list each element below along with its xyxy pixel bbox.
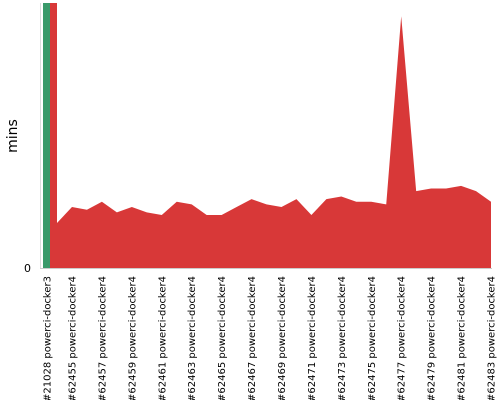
- x-tick-label-4: #62461 powerci-docker4: [157, 276, 168, 400]
- bar-green-build-0: [43, 3, 50, 268]
- y-ticks: 0: [24, 262, 31, 275]
- area-series-red: [57, 16, 491, 268]
- x-tick-label-1: #62455 powerci-docker4: [67, 276, 78, 400]
- x-tick-label-12: #62477 powerci-docker4: [397, 276, 408, 400]
- x-tick-label-3: #62459 powerci-docker4: [127, 276, 138, 400]
- x-tick-label-5: #62463 powerci-docker4: [187, 276, 198, 400]
- x-tick-label-10: #62473 powerci-docker4: [337, 276, 348, 400]
- x-tick-label-7: #62467 powerci-docker4: [247, 276, 258, 400]
- y-tick-label-0: 0: [24, 262, 31, 275]
- series-layer: [43, 3, 491, 268]
- x-tick-label-13: #62479 powerci-docker4: [427, 276, 438, 400]
- x-tick-label-8: #62469 powerci-docker4: [277, 276, 288, 400]
- x-tick-label-15: #62483 powerci-docker4: [487, 276, 498, 400]
- x-ticks: #21028 powerci-docker3 #62455 powerci-doc…: [43, 276, 498, 400]
- bar-red-build-0: [50, 3, 57, 268]
- x-tick-label-0: #21028 powerci-docker3: [43, 276, 54, 400]
- x-tick-label-6: #62465 powerci-docker4: [217, 276, 228, 400]
- y-axis-label: mins: [5, 119, 21, 153]
- x-tick-label-9: #62471 powerci-docker4: [307, 276, 318, 400]
- x-tick-label-2: #62457 powerci-docker4: [97, 276, 108, 400]
- x-tick-label-11: #62475 powerci-docker4: [367, 276, 378, 400]
- x-tick-label-14: #62481 powerci-docker4: [457, 276, 468, 400]
